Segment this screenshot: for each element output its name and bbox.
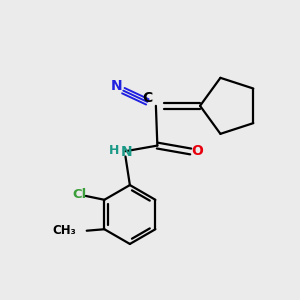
Text: O: O [191,145,203,158]
Text: N: N [121,145,133,158]
Text: Cl: Cl [72,188,86,201]
Text: CH₃: CH₃ [53,224,76,237]
Text: C: C [142,91,153,105]
Text: N: N [110,79,122,93]
Text: H: H [109,143,119,157]
